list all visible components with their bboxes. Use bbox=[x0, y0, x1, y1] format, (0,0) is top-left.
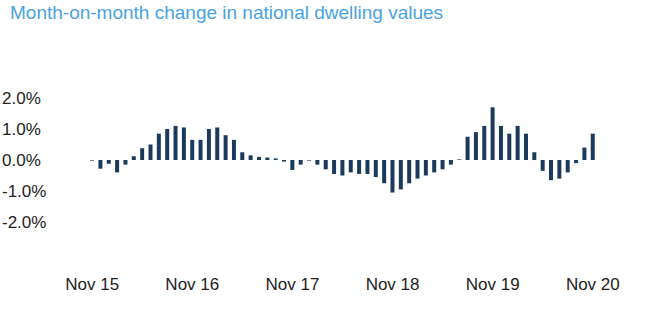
svg-text:1.0%: 1.0% bbox=[2, 120, 41, 139]
html-text:Month-on-month change in natio: Month-on-month change in national dwelli… bbox=[10, 2, 444, 23]
svg-text:Nov 15: Nov 15 bbox=[65, 275, 119, 294]
svg-text:2.0%: 2.0% bbox=[2, 89, 41, 108]
svg-text:-1.0%: -1.0% bbox=[2, 182, 46, 201]
svg-text:0.0%: 0.0% bbox=[2, 151, 41, 170]
svg-text:Nov 18: Nov 18 bbox=[366, 275, 420, 294]
svg-text:Nov 20: Nov 20 bbox=[566, 275, 620, 294]
svg-text:Nov 17: Nov 17 bbox=[265, 275, 319, 294]
svg-text:-2.0%: -2.0% bbox=[2, 213, 46, 232]
svg-text:Nov 16: Nov 16 bbox=[165, 275, 219, 294]
svg-text:Nov 19: Nov 19 bbox=[466, 275, 520, 294]
